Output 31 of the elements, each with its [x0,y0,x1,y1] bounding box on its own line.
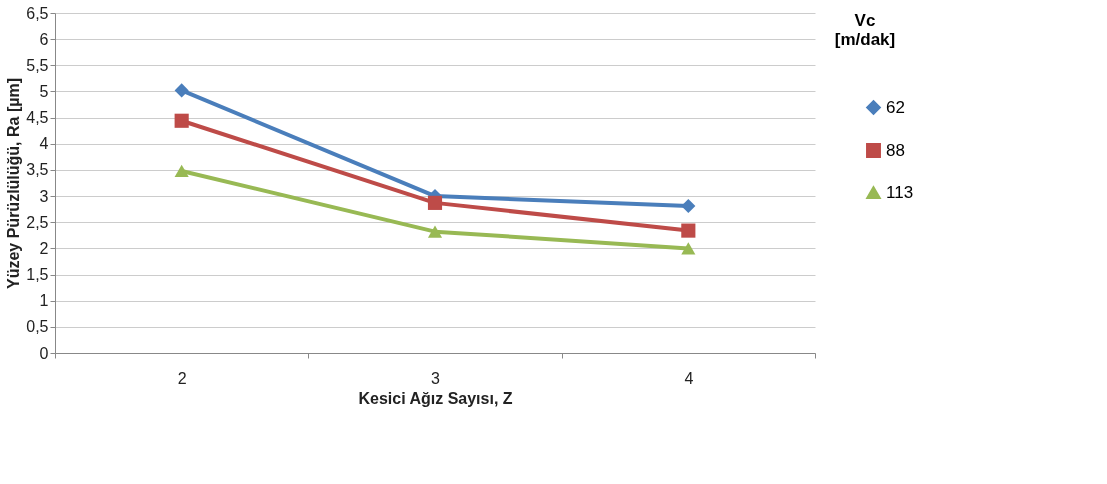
y-tick-label: 0,5 [26,318,49,336]
legend-title: Vc [m/dak] [834,11,896,49]
y-tick-label: 0 [39,344,49,362]
legend-label: 62 [886,97,905,117]
point [174,113,189,128]
x-tick-label: 3 [431,369,441,387]
y-tick-label: 3,5 [26,161,49,179]
point [681,242,696,255]
y-tick-label: 3 [39,187,49,205]
y-tick-label: 5 [39,82,49,100]
y-tick-label: 1,5 [26,266,49,284]
y-tick-label: 5,5 [26,56,49,74]
legend-label: 88 [886,140,905,160]
y-tick-label: 2,5 [26,213,49,231]
point [427,225,443,238]
y-tick-label: 6,5 [26,4,49,22]
legend-label: 113 [886,182,914,202]
x-tick-label: 2 [177,369,187,387]
point [174,83,189,98]
y-tick-label: 2 [39,239,49,257]
y-tick-label: 6 [39,30,49,48]
y-tick-label: 1 [39,292,49,310]
point [427,195,443,210]
y-tick-label: 4,5 [26,109,49,127]
y-tick-label: 4 [39,135,49,153]
point [681,223,696,238]
x-axis-title: Kesici Ağız Sayısı, Z [358,389,513,407]
point [174,164,189,178]
y-axis-title: Yüzey Pürüzlülüğü, Ra [µm] [5,77,23,290]
point [681,198,696,214]
x-tick-label: 4 [684,369,694,387]
